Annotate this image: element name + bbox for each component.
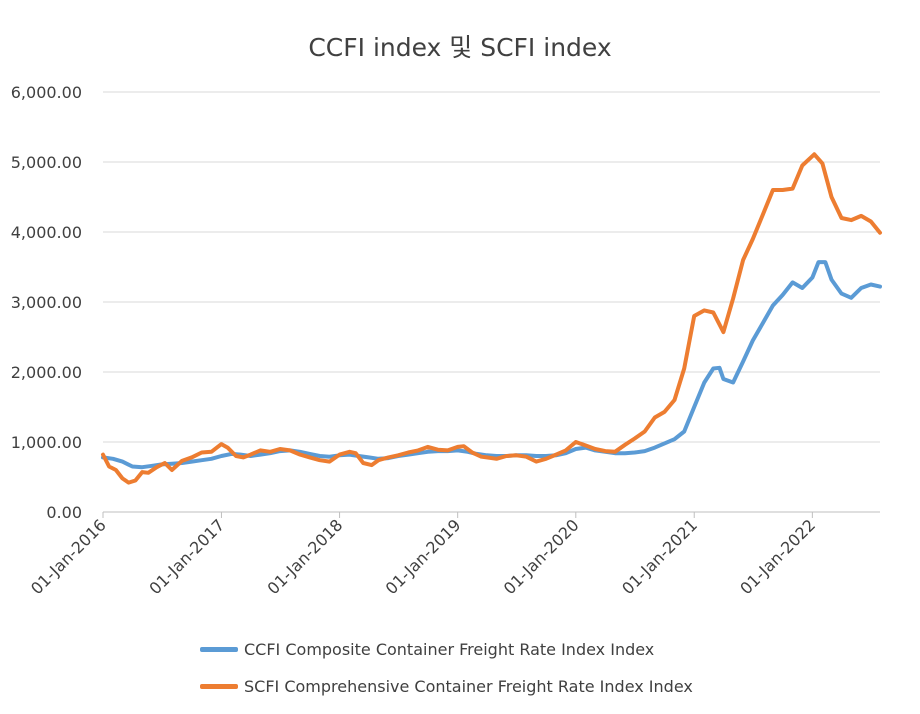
x-axis	[102, 511, 880, 518]
series-lines	[101, 152, 882, 485]
x-tick-label: 01-Jan-2021	[618, 515, 701, 598]
x-tick-label: 01-Jan-2017	[145, 515, 228, 598]
scfi-legend-swatch	[200, 684, 238, 689]
y-axis-ticks: 0.00 1,000.00 2,000.00 3,000.00 4,000.00 5,00…	[11, 83, 82, 522]
x-tick-label: 01-Jan-2022	[736, 515, 819, 598]
ccfi-legend-swatch	[200, 647, 238, 652]
x-tick-label: 01-Jan-2016	[27, 515, 110, 598]
y-tick-label: 1,000.00	[11, 433, 82, 452]
y-tick-label: 2,000.00	[11, 363, 82, 382]
chart-title: CCFI index 및 SCFI index	[308, 33, 612, 62]
scfi-series-line	[101, 152, 882, 485]
y-tick-label: 6,000.00	[11, 83, 82, 102]
ccfi-series-line	[101, 260, 882, 470]
y-tick-label: 3,000.00	[11, 293, 82, 312]
x-tick-label: 01-Jan-2018	[264, 515, 347, 598]
y-tick-label: 5,000.00	[11, 153, 82, 172]
gridlines	[103, 91, 880, 443]
y-tick-label: 0.00	[46, 503, 82, 522]
scfi-legend-label: SCFI Comprehensive Container Freight Rat…	[244, 677, 693, 696]
legend-item-ccfi: CCFI Composite Container Freight Rate In…	[200, 640, 654, 659]
x-tick-label: 01-Jan-2019	[382, 515, 465, 598]
y-tick-label: 4,000.00	[11, 223, 82, 242]
ccfi-legend-label: CCFI Composite Container Freight Rate In…	[244, 640, 655, 659]
legend-item-scfi: SCFI Comprehensive Container Freight Rat…	[200, 677, 693, 696]
x-axis-ticks: 01-Jan-2016 01-Jan-2017 01-Jan-2018 01-Jan-…	[27, 515, 819, 598]
x-tick-label: 01-Jan-2020	[500, 515, 583, 598]
